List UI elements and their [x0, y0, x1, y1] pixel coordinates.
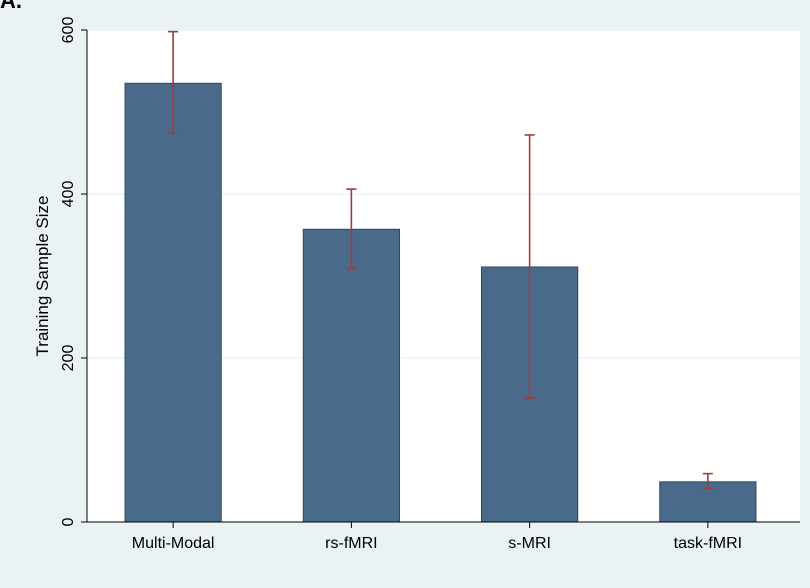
x-tick-label: task-fMRI: [674, 535, 742, 552]
bar: [124, 82, 222, 523]
panel-label: A.: [0, 0, 22, 13]
y-tick-label: 200: [60, 345, 77, 372]
y-tick-label: 400: [60, 181, 77, 208]
error-bars: [168, 30, 713, 490]
x-tick-label: s-MRI: [508, 535, 551, 552]
y-tick-label: 0: [60, 517, 77, 526]
x-tick-label: Multi-Modal: [132, 535, 215, 552]
y-tick-label: 600: [60, 17, 77, 44]
x-tick-label: rs-fMRI: [325, 535, 377, 552]
bar: [302, 228, 401, 523]
y-axis-ticks: 0 200 400 600: [60, 17, 87, 526]
x-axis-ticks: Multi-Modal rs-fMRI s-MRI task-fMRI: [132, 522, 742, 552]
y-axis-title: Training Sample Size: [33, 196, 52, 357]
